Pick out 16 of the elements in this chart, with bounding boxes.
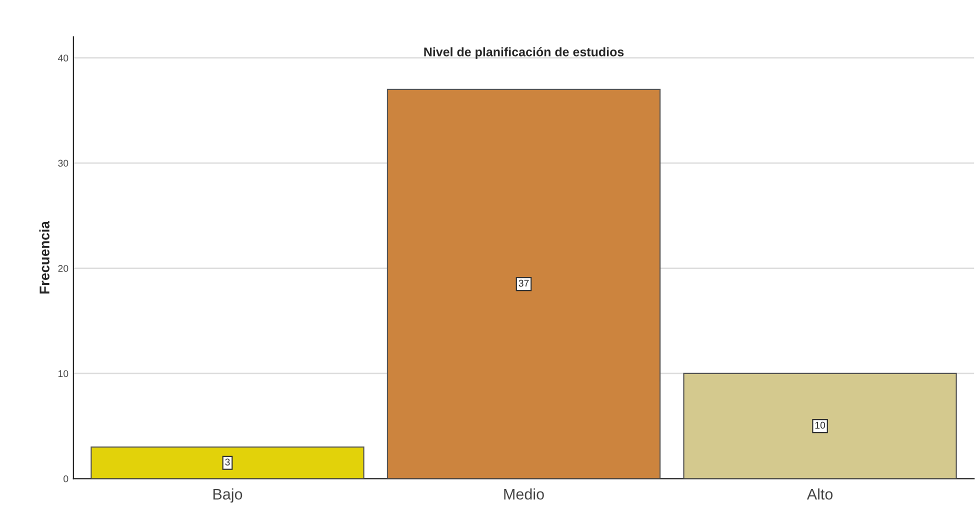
data-label: 37 bbox=[518, 280, 529, 287]
bar bbox=[90, 446, 364, 479]
y-axis-title: Frecuencia bbox=[39, 220, 50, 294]
y-tick-label: 30 bbox=[58, 160, 68, 167]
x-tick-label: Medio bbox=[504, 488, 544, 500]
y-tick-label: 40 bbox=[58, 54, 68, 62]
bar bbox=[683, 372, 957, 479]
y-tick-label: 10 bbox=[58, 370, 68, 378]
data-label: 10 bbox=[815, 422, 826, 429]
x-tick-label: Alto bbox=[806, 488, 833, 500]
text: Nivel de planificación de estudios bbox=[424, 47, 624, 59]
data-label: 3 bbox=[225, 458, 230, 466]
x-tick-label: Bajo bbox=[213, 488, 242, 503]
y-tick-label: 0 bbox=[64, 475, 68, 482]
y-tick-label: 20 bbox=[58, 264, 68, 272]
bar bbox=[386, 88, 661, 479]
